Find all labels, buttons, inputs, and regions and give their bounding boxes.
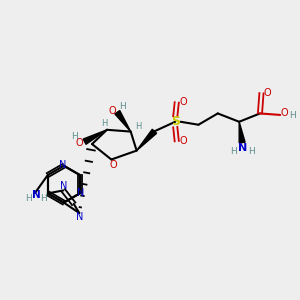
Text: O: O — [264, 88, 271, 98]
Polygon shape — [115, 111, 131, 132]
Text: H: H — [119, 102, 126, 111]
Polygon shape — [83, 130, 107, 144]
Text: N: N — [58, 160, 66, 170]
Text: N: N — [76, 212, 83, 223]
Text: N: N — [60, 181, 67, 191]
Text: H: H — [230, 147, 237, 156]
Text: H: H — [101, 119, 108, 128]
Text: H: H — [40, 194, 46, 203]
Text: O: O — [281, 108, 289, 118]
Text: O: O — [179, 136, 187, 146]
Text: H: H — [248, 147, 254, 156]
Text: N: N — [32, 190, 40, 200]
Polygon shape — [239, 122, 245, 143]
Text: N: N — [238, 143, 247, 153]
Polygon shape — [136, 129, 157, 151]
Text: O: O — [109, 160, 117, 170]
Text: O: O — [179, 98, 187, 107]
Text: O: O — [75, 138, 83, 148]
Text: H: H — [25, 194, 32, 203]
Text: O: O — [108, 106, 116, 116]
Text: H: H — [289, 111, 296, 120]
Text: H: H — [71, 132, 78, 141]
Text: N: N — [77, 188, 85, 198]
Text: H: H — [135, 122, 141, 131]
Text: S: S — [171, 115, 180, 128]
